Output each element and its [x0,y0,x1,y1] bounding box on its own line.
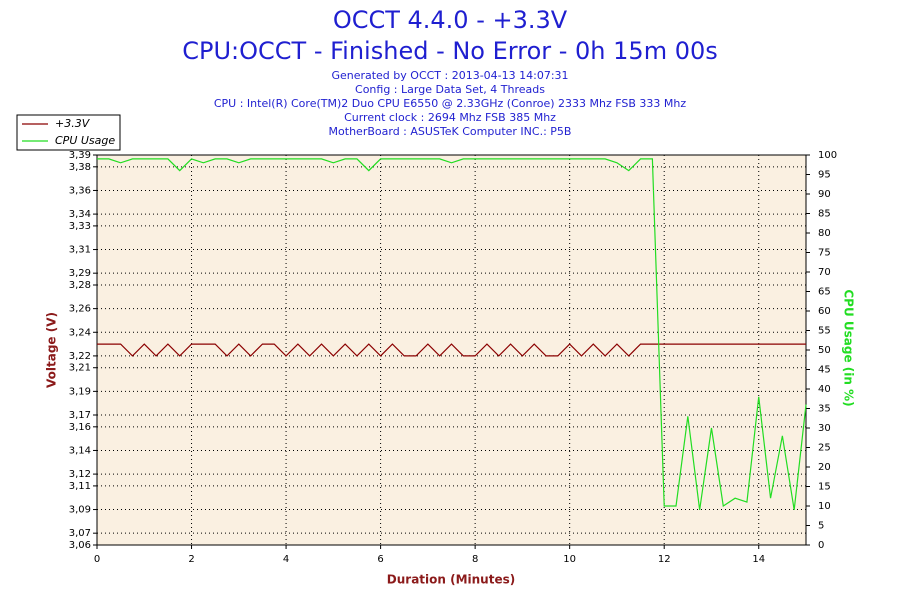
x-tick-label: 10 [563,554,576,565]
series-line [97,158,807,510]
legend-box [16,114,121,151]
y-tick-label: 3,26 [69,304,91,315]
y2-tick-label: 95 [818,170,831,181]
x-tick-label: 12 [658,554,671,565]
plot-frame [96,154,807,546]
y2-tick-label: 5 [818,521,824,532]
y2-tick-label: 75 [818,248,831,259]
y-tick-label: 3,39 [69,150,91,161]
y-tick-label: 3,19 [69,386,91,397]
y-tick-label: 3,38 [69,162,91,173]
y2-tick-label: 25 [818,443,831,454]
y-tick-label: 3,09 [69,505,91,516]
info-line: Generated by OCCT : 2013-04-13 14:07:31 [331,69,568,82]
y-tick-label: 3,06 [69,540,91,551]
y2-tick-label: 30 [818,423,831,434]
y-tick-label: 3,31 [69,245,91,256]
y-tick-label: 3,29 [69,268,91,279]
y2-tick-label: 15 [818,482,831,493]
y2-tick-label: 20 [818,462,831,473]
y2-tick-label: 40 [818,384,831,395]
y-tick-label: 3,28 [69,280,91,291]
x-tick-label: 6 [377,554,383,565]
x-tick-label: 2 [188,554,194,565]
y-tick-label: 3,33 [69,221,91,232]
x-axis-label: Duration (Minutes) [387,573,515,587]
y-tick-label: 3,36 [69,185,91,196]
y-tick-label: 3,17 [69,410,91,421]
legend-label: +3.3V [55,117,91,130]
y2-axis-label: CPU Usage (in %) [842,289,856,406]
info-line: Current clock : 2694 Mhz FSB 385 Mhz [344,111,556,124]
y-tick-label: 3,34 [69,209,91,220]
y-tick-label: 3,14 [69,445,91,456]
chart-subtitle: CPU:OCCT - Finished - No Error - 0h 15m … [182,37,718,65]
y2-tick-label: 100 [818,150,837,161]
x-tick-label: 14 [752,554,765,565]
x-tick-label: 8 [472,554,478,565]
x-tick-label: 4 [283,554,289,565]
y2-tick-label: 50 [818,345,831,356]
y2-tick-label: 60 [818,306,831,317]
y2-tick-label: 55 [818,326,831,337]
y-tick-label: 3,21 [69,363,91,374]
plot-background [97,155,806,545]
y-tick-label: 3,07 [69,528,91,539]
y-tick-label: 3,22 [69,351,91,362]
y2-tick-label: 65 [818,287,831,298]
y-axis-label: Voltage (V) [45,312,59,388]
series-line [97,343,806,357]
y2-tick-label: 85 [818,209,831,220]
info-line: Config : Large Data Set, 4 Threads [355,83,545,96]
info-line: MotherBoard : ASUSTeK Computer INC.: P5B [329,125,572,138]
y2-tick-label: 35 [818,404,831,415]
y-tick-label: 3,11 [69,481,91,492]
y2-tick-label: 80 [818,228,831,239]
y-tick-label: 3,24 [69,327,91,338]
y-tick-label: 3,16 [69,422,91,433]
y2-tick-label: 70 [818,267,831,278]
y2-tick-label: 90 [818,189,831,200]
legend-label: CPU Usage [55,134,115,147]
y2-tick-label: 0 [818,540,824,551]
x-tick-label: 0 [94,554,100,565]
y2-tick-label: 10 [818,501,831,512]
info-line: CPU : Intel(R) Core(TM)2 Duo CPU E6550 @… [214,97,686,110]
y2-tick-label: 45 [818,365,831,376]
chart-title: OCCT 4.4.0 - +3.3V [333,6,568,34]
y-tick-label: 3,12 [69,469,91,480]
